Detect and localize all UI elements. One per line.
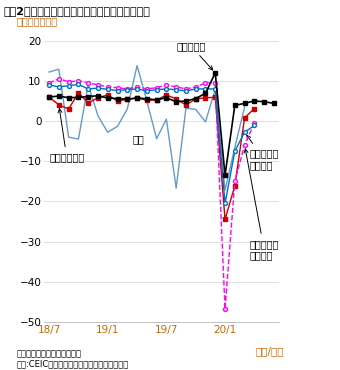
Text: 注２月の数値は１－２月累計: 注２月の数値は１－２月累計 — [17, 350, 82, 359]
Text: 小売売上高
（外食）: 小売売上高 （外食） — [244, 149, 279, 260]
Text: 固定資産投資: 固定資産投資 — [49, 109, 84, 162]
Text: 出所:CEIC、中国国家統計局より東海銀行作成: 出所:CEIC、中国国家統計局より東海銀行作成 — [17, 360, 129, 369]
Text: 図表2：鉱工業生産、小売売上高、固定資産投資: 図表2：鉱工業生産、小売売上高、固定資産投資 — [3, 6, 150, 16]
Text: （年/月）: （年/月） — [255, 346, 284, 356]
Text: 小売売上高
（全体）: 小売売上高 （全体） — [247, 135, 279, 170]
Text: 鉱工業生産: 鉱工業生産 — [176, 41, 213, 70]
Text: （前年比、％）: （前年比、％） — [17, 17, 58, 27]
Text: 輸出: 輸出 — [132, 134, 144, 144]
